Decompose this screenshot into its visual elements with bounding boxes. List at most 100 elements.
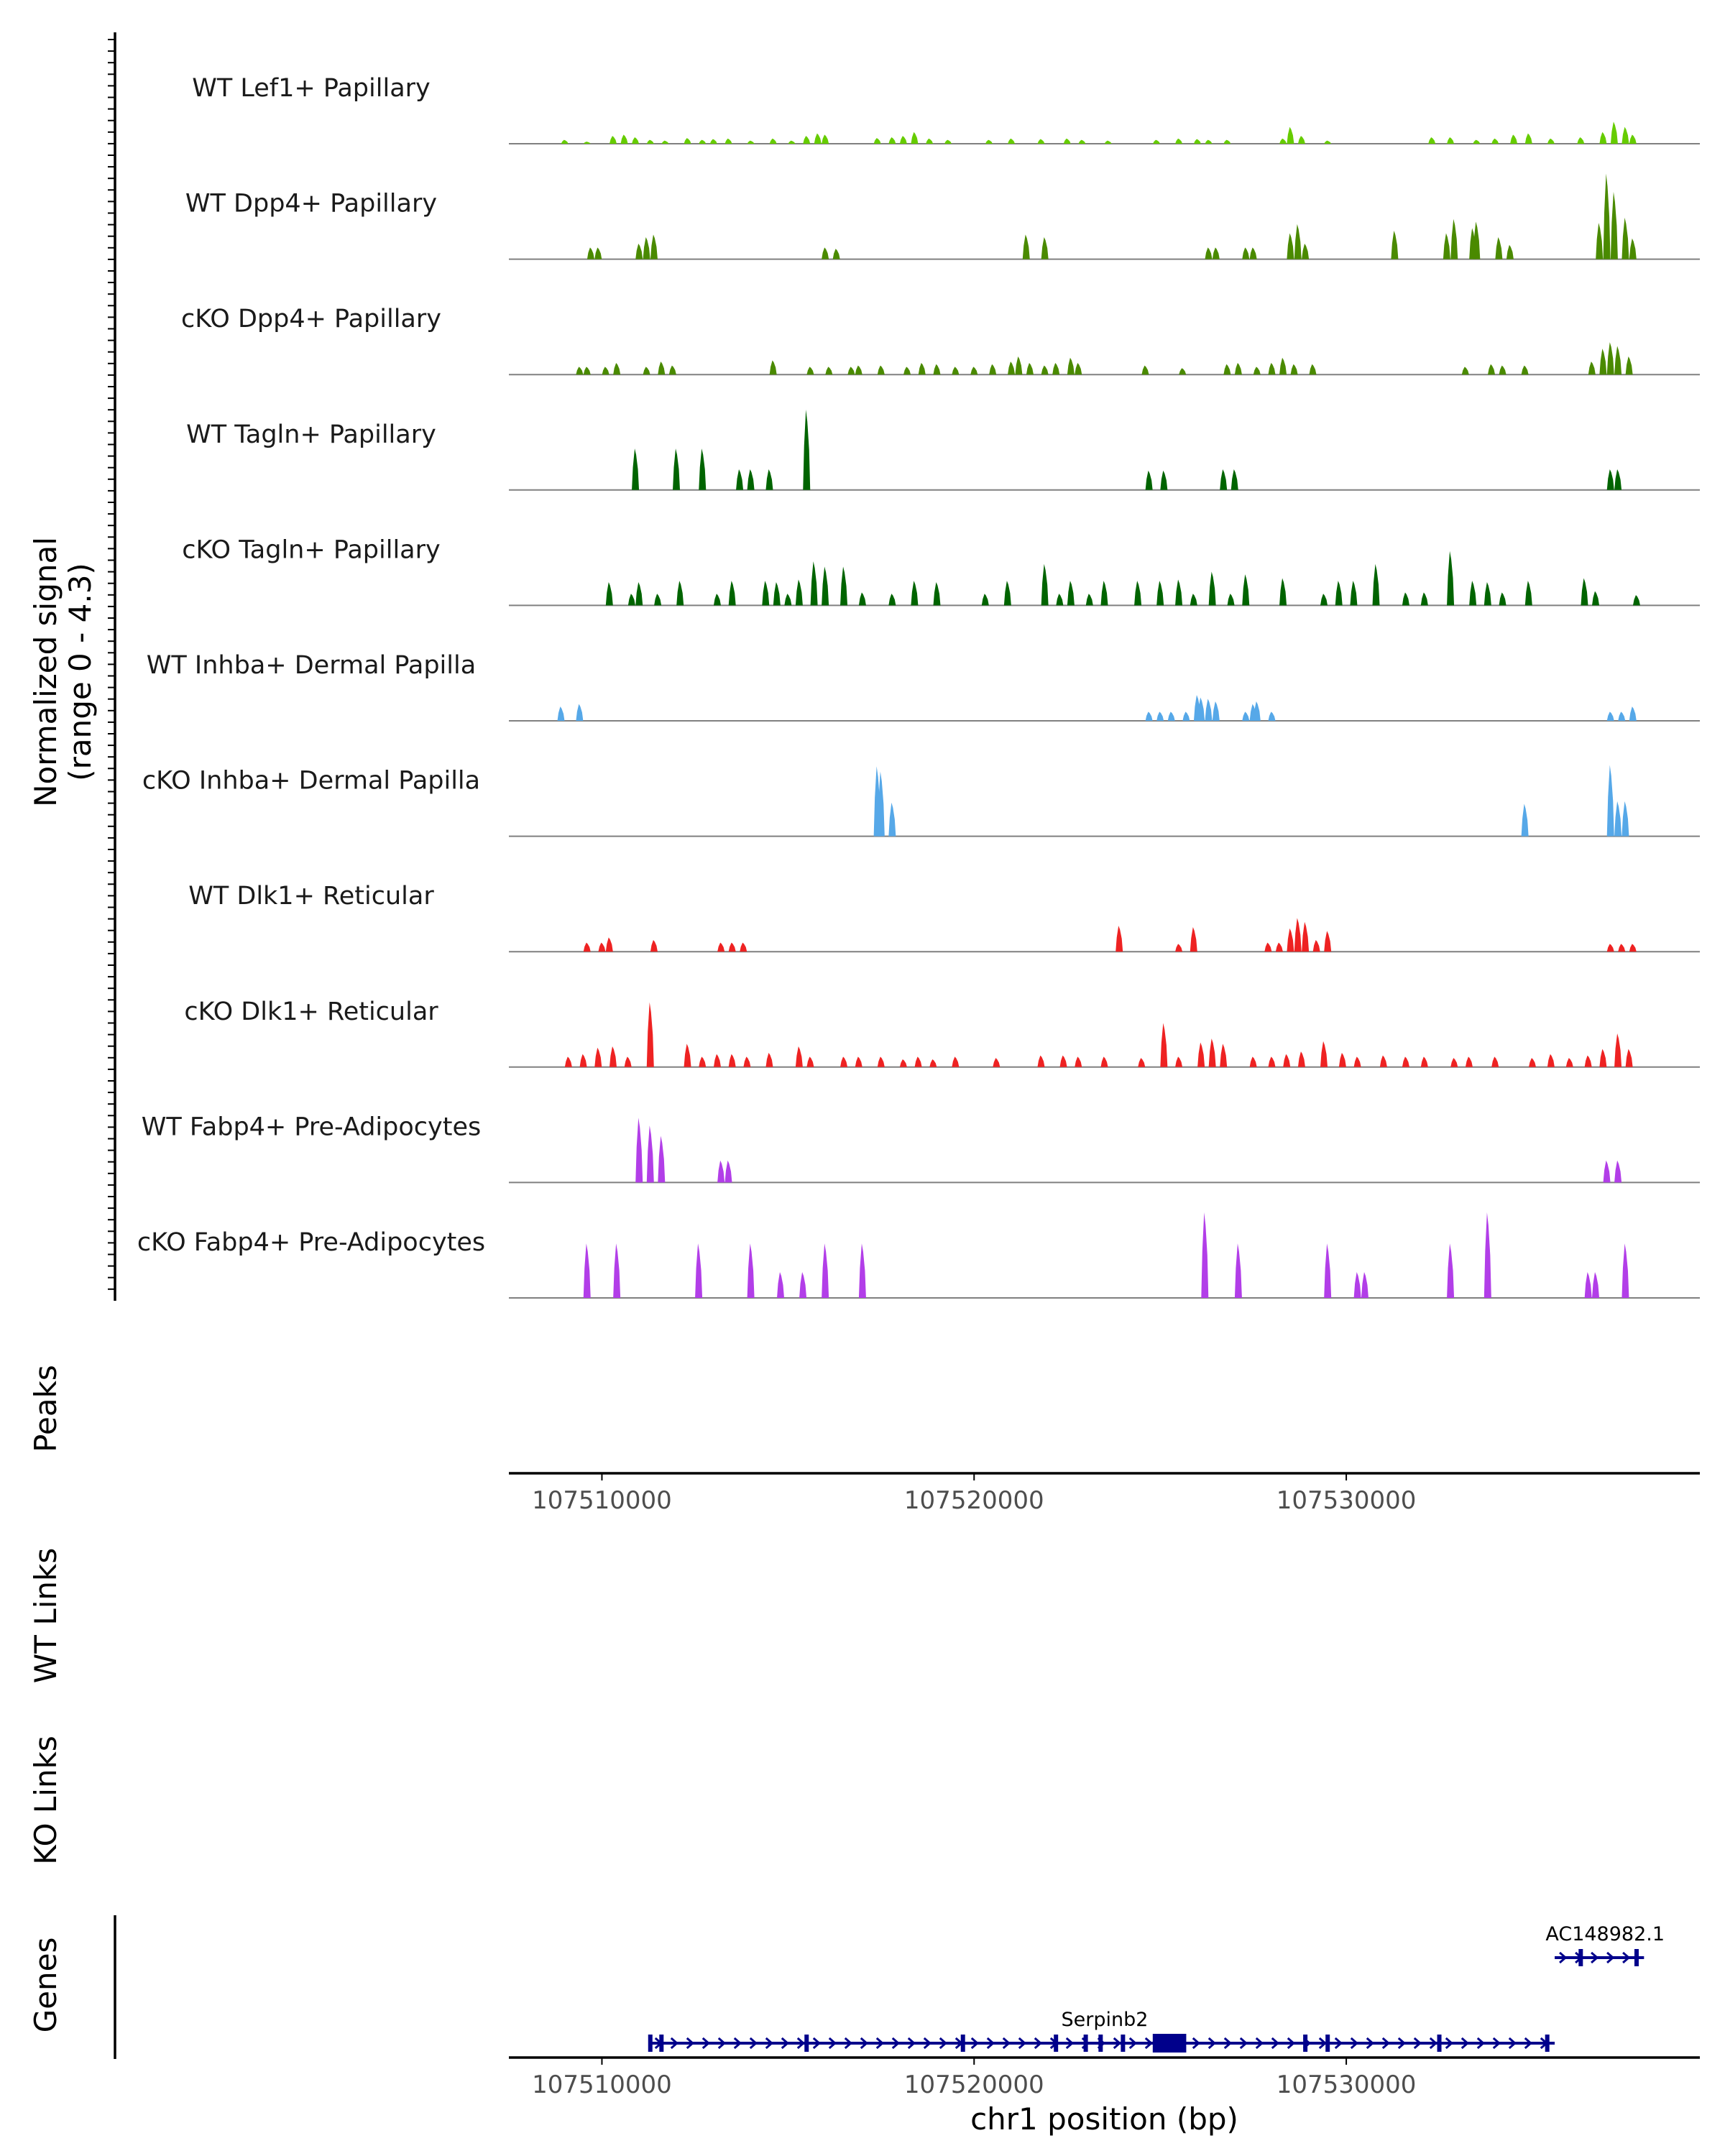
strand-arrow [1144, 2037, 1154, 2050]
strand-arrow [1397, 2037, 1407, 2050]
coverage-peak [825, 367, 833, 375]
strand-arrow [1366, 2037, 1375, 2050]
coverage-peak [643, 236, 650, 259]
coverage-peak [673, 448, 681, 490]
position-tick-label: 107530000 [1276, 2070, 1417, 2099]
strand-arrow [891, 2037, 901, 2050]
coverage-peak [632, 137, 640, 144]
coverage-peak [576, 704, 584, 721]
coverage-peak [1179, 368, 1187, 375]
coverage-peak [1008, 138, 1016, 144]
coverage-peak [822, 247, 829, 259]
x-axis-label: chr1 position (bp) [970, 2101, 1238, 2137]
coverage-peak [1205, 699, 1213, 721]
strand-arrow [1239, 2037, 1248, 2050]
gene-exon [659, 2035, 664, 2052]
coverage-peak [899, 136, 907, 144]
coverage-peak [598, 942, 606, 952]
coverage-peak [684, 138, 691, 144]
gene-exon [804, 2035, 809, 2052]
coverage-peak [855, 365, 862, 375]
coverage-peak [1297, 136, 1305, 144]
coverage-peak [1167, 711, 1175, 721]
coverage-peak [1521, 803, 1529, 837]
coverage-peak [1510, 134, 1518, 144]
coverage-peak [1287, 126, 1294, 144]
track-9: cKO Dlk1+ Reticular [184, 998, 1700, 1068]
coverage-peak [613, 362, 621, 375]
coverage-peak [605, 937, 613, 952]
coverage-peak [1220, 469, 1228, 490]
coverage-peak [1599, 349, 1607, 375]
coverage-peak [769, 360, 777, 375]
coverage-peak [635, 243, 643, 259]
coverage-peak [609, 136, 617, 144]
strand-arrow [828, 2037, 837, 2050]
coverage-peak [1156, 581, 1164, 606]
genes-position-axis: 107510000 107520000 107530000 chr1 position… [509, 2056, 1700, 2137]
coverage-peak [1402, 1056, 1409, 1067]
coverage-peak [1353, 1271, 1361, 1298]
coverage-peak [814, 133, 822, 144]
track-label: WT Lef1+ Papillary [192, 74, 431, 103]
coverage-peak [1242, 574, 1250, 606]
coverage-peak [985, 139, 993, 144]
coverage-peak [858, 592, 866, 606]
coverage-peak [1614, 1033, 1622, 1067]
coverage-peak [1067, 357, 1075, 375]
coverage-peak [1242, 247, 1250, 259]
coverage-peak [1499, 592, 1506, 606]
coverage-peak [765, 1052, 773, 1067]
coverage-peak [822, 1243, 829, 1298]
coverage-peak [747, 140, 755, 144]
coverage-peak [1160, 1023, 1168, 1067]
coverage-peak [699, 139, 707, 144]
coverage-peak [1212, 247, 1220, 259]
gene-exon [960, 2035, 965, 2052]
strand-arrow [1334, 2037, 1343, 2050]
coverage-peak [1116, 926, 1123, 952]
coverage-peak [810, 561, 818, 606]
track-label: WT Inhba+ Dermal Papilla [147, 651, 476, 680]
coverage-peak [1279, 578, 1287, 606]
coverage-peak [1302, 243, 1310, 259]
coverage-peak [1141, 365, 1149, 375]
coverage-peak [914, 1056, 922, 1067]
coverage-peak [1372, 563, 1380, 606]
strand-arrow [1508, 2037, 1517, 2050]
coverage-peak [605, 581, 613, 606]
coverage-peak [1622, 1243, 1629, 1298]
coverage-peak [1618, 944, 1626, 952]
strand-arrow [1287, 2037, 1296, 2050]
coverage-peak [1223, 364, 1231, 375]
coverage-peak [1309, 364, 1317, 375]
strand-arrow [812, 2037, 822, 2050]
coverage-peak [1353, 1056, 1361, 1067]
strand-arrow [970, 2037, 980, 2050]
coverage-peak [929, 1059, 937, 1067]
coverage-peak [1614, 346, 1622, 375]
coverage-peak [1041, 365, 1049, 375]
coverage-peak [1447, 1243, 1455, 1298]
coverage-peak [1078, 139, 1086, 144]
coverage-peak [952, 367, 960, 375]
coverage-peak [822, 566, 829, 606]
coverage-peak [1197, 1042, 1205, 1067]
strand-arrow [923, 2037, 932, 2050]
strand-arrow [1492, 2037, 1501, 2050]
coverage-peak [1052, 362, 1060, 375]
gene-serpinb2: Serpinb2 [648, 2009, 1555, 2053]
coverage-peak [646, 1002, 654, 1067]
coverage-peak [576, 367, 584, 375]
coverage-peak [1208, 1038, 1216, 1067]
coverage-peak [1350, 581, 1358, 606]
coverage-peak [1302, 921, 1310, 952]
track-5: cKO Tagln+ Papillary [182, 535, 1700, 607]
track-label: cKO Inhba+ Dermal Papilla [142, 767, 480, 796]
strand-arrow [781, 2037, 790, 2050]
coverage-peak [840, 1056, 848, 1067]
strand-arrow [1223, 2037, 1233, 2050]
position-tick-label: 107510000 [532, 2070, 672, 2099]
coverage-peak [658, 361, 666, 375]
